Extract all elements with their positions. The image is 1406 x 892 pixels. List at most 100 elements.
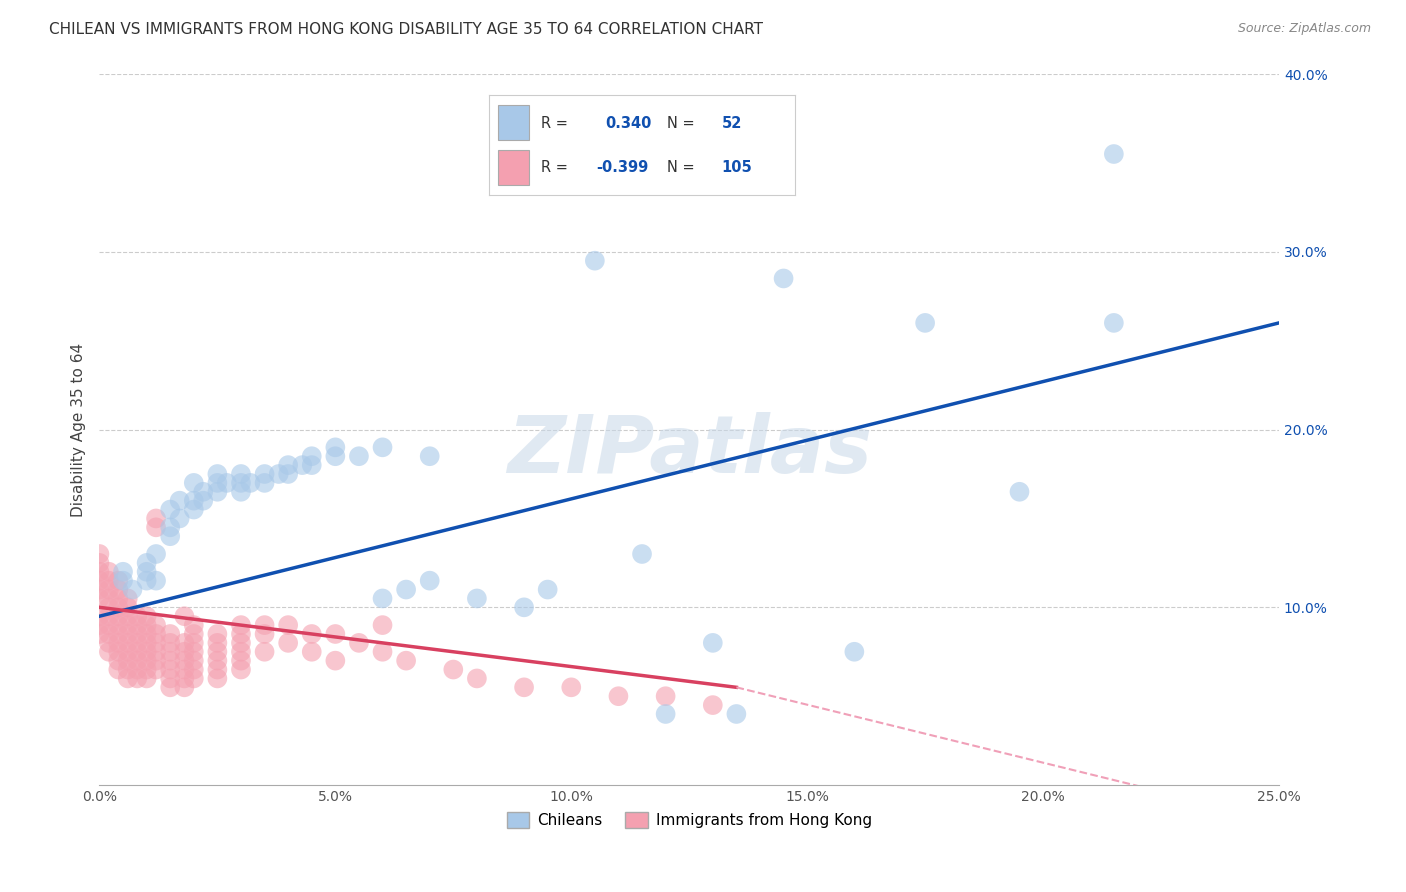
Point xyxy=(127,672,149,686)
Point xyxy=(193,493,215,508)
Point xyxy=(117,591,139,606)
Point xyxy=(229,645,252,659)
Point xyxy=(229,663,252,677)
Point xyxy=(97,627,120,641)
Point xyxy=(107,627,129,641)
Point xyxy=(301,627,323,641)
Point xyxy=(207,636,229,650)
Point xyxy=(173,681,195,695)
Point xyxy=(395,654,418,668)
Point xyxy=(121,582,143,597)
Point xyxy=(607,690,630,704)
Point xyxy=(97,636,120,650)
Point xyxy=(215,475,238,490)
Point xyxy=(277,618,299,632)
Point xyxy=(89,609,111,624)
Point xyxy=(239,475,262,490)
Point xyxy=(183,502,205,516)
Point xyxy=(1102,147,1125,161)
Point xyxy=(107,654,129,668)
Point xyxy=(89,618,111,632)
Point xyxy=(145,654,167,668)
Point xyxy=(207,484,229,499)
Point xyxy=(173,636,195,650)
Point xyxy=(159,636,181,650)
Point xyxy=(117,645,139,659)
Point xyxy=(127,636,149,650)
Point xyxy=(207,645,229,659)
Point xyxy=(173,663,195,677)
Point xyxy=(127,609,149,624)
Point xyxy=(107,582,129,597)
Point xyxy=(135,565,157,579)
Point xyxy=(371,645,394,659)
Point xyxy=(89,556,111,570)
Point xyxy=(145,618,167,632)
Point xyxy=(253,467,276,481)
Point xyxy=(347,636,370,650)
Point xyxy=(325,654,347,668)
Point xyxy=(702,636,724,650)
Point xyxy=(89,574,111,588)
Point xyxy=(145,627,167,641)
Legend: Chileans, Immigrants from Hong Kong: Chileans, Immigrants from Hong Kong xyxy=(501,806,877,834)
Point xyxy=(135,645,157,659)
Point xyxy=(371,618,394,632)
Point xyxy=(169,511,191,525)
Point xyxy=(107,591,129,606)
Point xyxy=(702,698,724,712)
Point xyxy=(583,253,606,268)
Point xyxy=(135,627,157,641)
Point xyxy=(291,458,314,472)
Point xyxy=(725,706,748,721)
Point xyxy=(145,547,167,561)
Point xyxy=(253,475,276,490)
Point xyxy=(173,645,195,659)
Point xyxy=(117,663,139,677)
Point xyxy=(229,654,252,668)
Point xyxy=(107,636,129,650)
Point xyxy=(277,458,299,472)
Point xyxy=(117,654,139,668)
Text: CHILEAN VS IMMIGRANTS FROM HONG KONG DISABILITY AGE 35 TO 64 CORRELATION CHART: CHILEAN VS IMMIGRANTS FROM HONG KONG DIS… xyxy=(49,22,763,37)
Point xyxy=(183,645,205,659)
Point xyxy=(513,681,536,695)
Text: ZIPatlas: ZIPatlas xyxy=(506,412,872,490)
Point xyxy=(145,645,167,659)
Point xyxy=(117,672,139,686)
Point xyxy=(183,654,205,668)
Point xyxy=(277,467,299,481)
Point xyxy=(135,618,157,632)
Point xyxy=(772,271,794,285)
Point xyxy=(173,672,195,686)
Point xyxy=(112,565,135,579)
Point xyxy=(107,618,129,632)
Point xyxy=(127,654,149,668)
Point xyxy=(560,681,582,695)
Point xyxy=(89,591,111,606)
Point xyxy=(145,574,167,588)
Point xyxy=(253,627,276,641)
Y-axis label: Disability Age 35 to 64: Disability Age 35 to 64 xyxy=(72,343,86,516)
Point xyxy=(135,609,157,624)
Point xyxy=(107,600,129,615)
Point xyxy=(117,627,139,641)
Point xyxy=(1008,484,1031,499)
Point xyxy=(135,672,157,686)
Point xyxy=(301,645,323,659)
Point xyxy=(159,529,181,543)
Point xyxy=(117,600,139,615)
Point xyxy=(395,582,418,597)
Point xyxy=(325,627,347,641)
Point xyxy=(301,458,323,472)
Point xyxy=(135,574,157,588)
Point xyxy=(169,493,191,508)
Point xyxy=(107,609,129,624)
Point xyxy=(159,502,181,516)
Point xyxy=(97,618,120,632)
Point xyxy=(127,663,149,677)
Point xyxy=(183,663,205,677)
Point xyxy=(253,618,276,632)
Point xyxy=(371,440,394,454)
Point xyxy=(159,663,181,677)
